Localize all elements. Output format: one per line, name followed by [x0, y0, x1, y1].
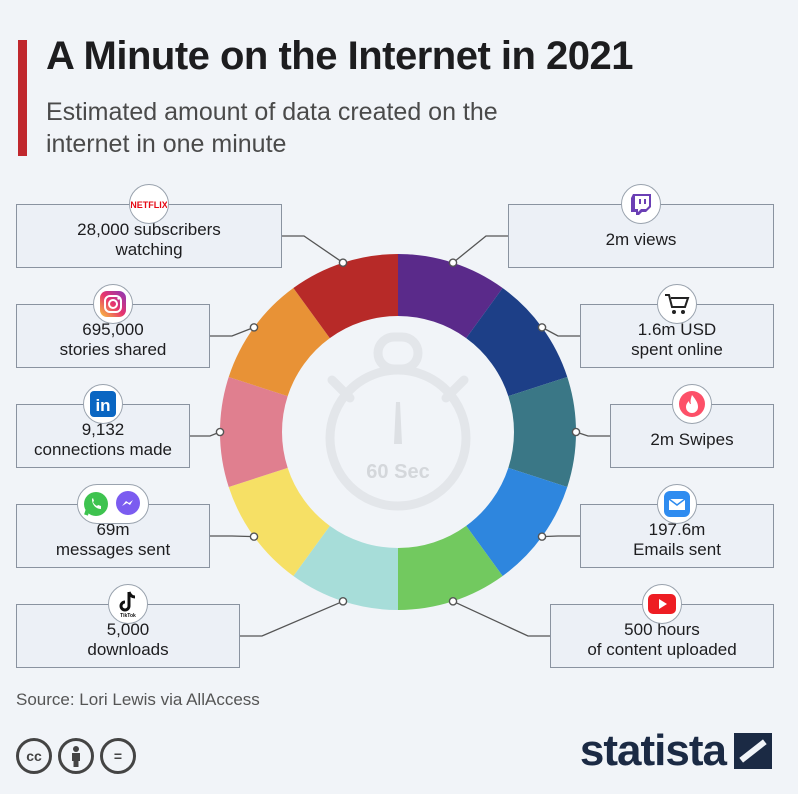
slice-2	[466, 287, 568, 397]
source-note: Source: Lori Lewis via AllAccess	[16, 690, 260, 709]
stat-text: 500 hours of content uploaded	[587, 620, 737, 659]
stat-text: 9,132 connections made	[34, 420, 172, 459]
stat-box-linkedin: 9,132 connections made	[16, 404, 190, 468]
stat-text: 5,000 downloads	[87, 620, 169, 659]
netflix-icon: NETFLIX	[129, 184, 169, 224]
connector-dot	[571, 427, 581, 437]
connector-dot	[448, 596, 458, 606]
tinder-icon	[672, 384, 712, 424]
statista-logo: statista	[580, 726, 772, 776]
slice-4	[466, 467, 568, 577]
connector-dots	[215, 258, 581, 606]
slice-8	[220, 376, 288, 488]
svg-text:NETFLIX: NETFLIX	[131, 200, 167, 210]
connector-dot	[537, 323, 547, 332]
stat-text: 2m views	[605, 230, 677, 249]
svg-text:TikTok: TikTok	[120, 613, 136, 619]
svg-text:in: in	[95, 396, 110, 415]
connector-line	[452, 600, 550, 637]
slice-10	[293, 254, 398, 339]
page-title: A Minute on the Internet in 2021	[46, 34, 634, 78]
whatsapp-messenger-icon	[77, 484, 149, 524]
stat-text: 2m Swipes	[650, 430, 734, 449]
connector-line	[240, 600, 344, 637]
stat-text: 1.6m USD spent online	[631, 320, 723, 359]
no-derivatives-icon: =	[100, 738, 136, 774]
connector-line	[210, 326, 255, 337]
attribution-icon	[58, 738, 94, 774]
twitch-icon	[621, 184, 661, 224]
email-icon	[657, 484, 697, 524]
connector-line	[541, 535, 580, 538]
connector-line	[575, 431, 610, 437]
stat-text: 28,000 subscribers watching	[77, 220, 221, 259]
licence-icons: cc =	[16, 738, 136, 774]
slice-3	[508, 376, 577, 488]
center-label: 60 Sec	[366, 461, 429, 483]
connector-dot	[448, 258, 458, 268]
connector-line	[210, 535, 255, 538]
brand-name: statista	[579, 726, 727, 775]
stat-text: 197.6m Emails sent	[633, 520, 721, 559]
slice-6	[293, 525, 398, 610]
statista-mark-icon	[734, 733, 772, 769]
connector-dot	[338, 596, 348, 606]
connector-dot	[537, 532, 547, 541]
slice-7	[228, 467, 330, 577]
connector-dot	[249, 323, 259, 332]
connector-dot	[338, 258, 348, 268]
stopwatch-icon	[325, 332, 471, 511]
slice-9	[228, 287, 330, 397]
youtube-icon	[642, 584, 682, 624]
donut-slices	[220, 254, 577, 610]
shopping-cart-icon	[657, 284, 697, 324]
page-subtitle: Estimated amount of data created on the …	[46, 98, 498, 158]
stat-text: 69m messages sent	[55, 520, 171, 559]
slice-5	[398, 525, 503, 610]
linkedin-icon: in	[83, 384, 123, 424]
connector-line	[282, 235, 344, 264]
stopwatch-hand	[394, 402, 402, 444]
instagram-icon	[93, 284, 133, 324]
connector-dot	[215, 427, 225, 437]
connector-dot	[249, 532, 259, 541]
connector-line	[452, 235, 508, 264]
title-accent-bar	[18, 40, 27, 156]
tiktok-icon: TikTok	[108, 584, 148, 624]
slice-1	[398, 254, 503, 339]
connector-lines	[190, 235, 610, 637]
stat-text: 695,000 stories shared	[59, 320, 167, 359]
cc-icon: cc	[16, 738, 52, 774]
connector-line	[541, 326, 580, 337]
connector-line	[190, 431, 221, 437]
